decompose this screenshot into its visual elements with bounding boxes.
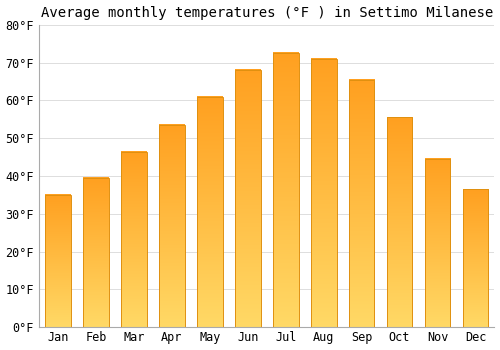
Bar [273,53,298,327]
Bar [83,178,109,327]
Bar [348,80,374,327]
Bar [83,178,109,327]
Bar [121,152,146,327]
Bar [462,189,488,327]
Title: Average monthly temperatures (°F ) in Settimo Milanese: Average monthly temperatures (°F ) in Se… [40,6,493,20]
Bar [197,97,222,327]
Bar [45,195,71,327]
Bar [310,59,336,327]
Bar [386,118,412,327]
Bar [159,125,184,327]
Bar [197,97,222,327]
Bar [386,118,412,327]
Bar [45,195,71,327]
Bar [235,70,260,327]
Bar [462,189,488,327]
Bar [310,59,336,327]
Bar [424,159,450,327]
Bar [235,70,260,327]
Bar [348,80,374,327]
Bar [121,152,146,327]
Bar [424,159,450,327]
Bar [159,125,184,327]
Bar [273,53,298,327]
